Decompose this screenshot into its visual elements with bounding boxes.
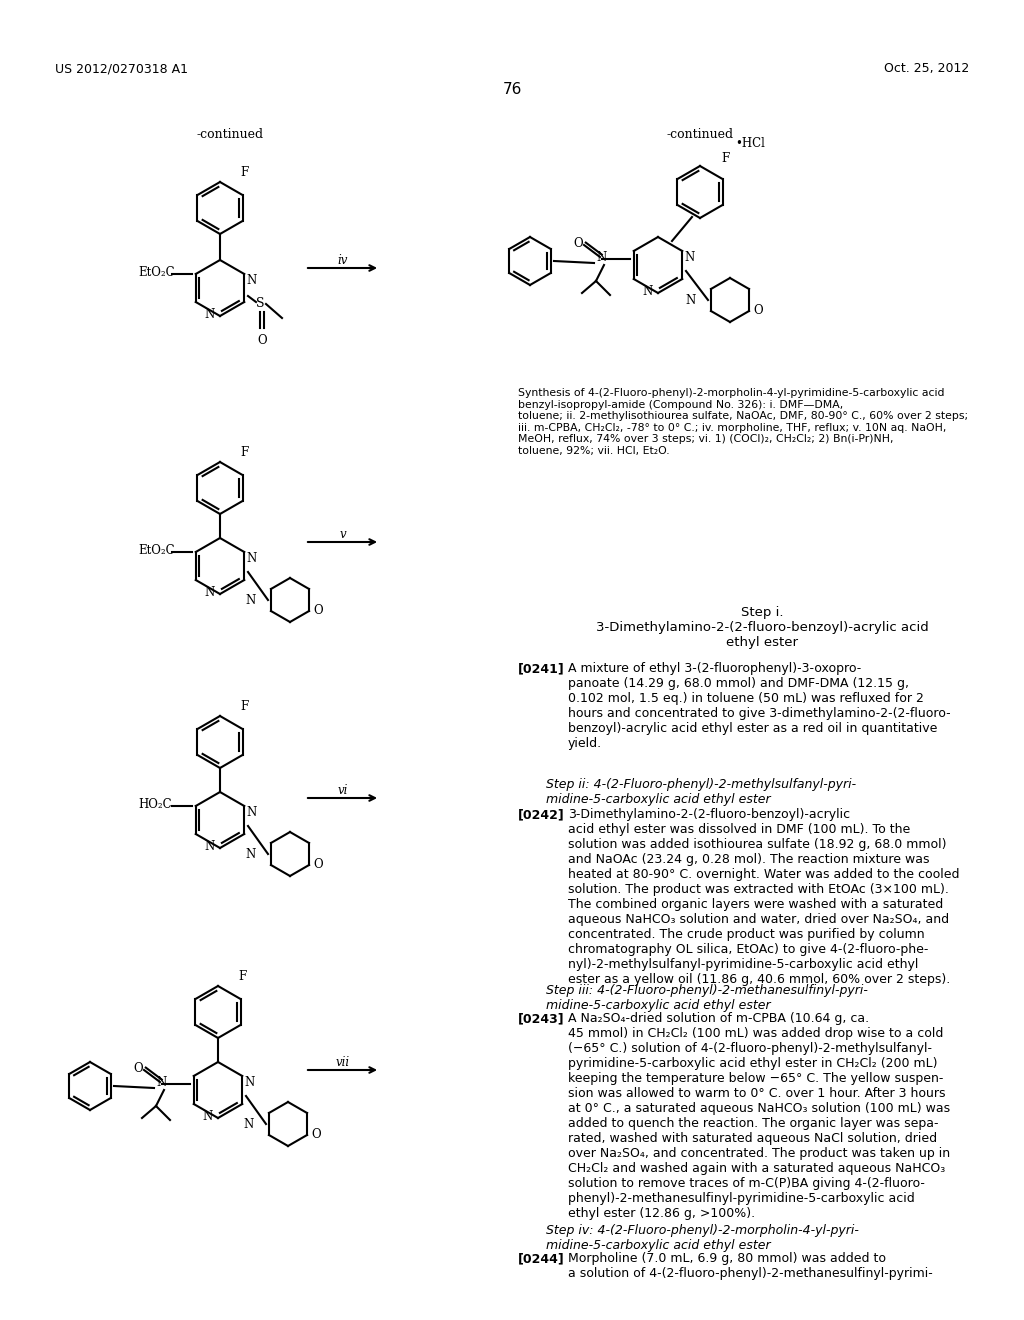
Text: Oct. 25, 2012: Oct. 25, 2012 [884,62,969,75]
Text: Synthesis of 4-(2-Fluoro-phenyl)-2-morpholin-4-yl-pyrimidine-5-carboxylic acid
b: Synthesis of 4-(2-Fluoro-phenyl)-2-morph… [518,388,968,455]
Text: N: N [643,285,653,298]
Text: N: N [157,1076,167,1089]
Text: 76: 76 [503,82,521,96]
Text: N: N [686,294,696,308]
Text: N: N [246,847,256,861]
Text: Step iii: 4-(2-Fluoro-phenyl)-2-methanesulfinyl-pyri-
midine-5-carboxylic acid e: Step iii: 4-(2-Fluoro-phenyl)-2-methanes… [546,983,868,1012]
Text: F: F [240,166,248,180]
Text: Morpholine (7.0 mL, 6.9 g, 80 mmol) was added to
a solution of 4-(2-fluoro-pheny: Morpholine (7.0 mL, 6.9 g, 80 mmol) was … [568,1251,933,1280]
Text: O: O [313,605,323,616]
Text: F: F [240,446,248,459]
Text: EtO₂C: EtO₂C [138,544,175,557]
Text: O: O [311,1129,321,1140]
Text: •HCl: •HCl [735,137,765,150]
Text: O: O [573,238,583,249]
Text: 3-Dimethylamino-2-(2-fluoro-benzoyl)-acrylic
acid ethyl ester was dissolved in D: 3-Dimethylamino-2-(2-fluoro-benzoyl)-acr… [568,808,959,986]
Text: O: O [133,1063,142,1074]
Text: S: S [256,297,264,310]
Text: O: O [313,858,323,871]
Text: N: N [246,807,256,818]
Text: N: N [244,1076,254,1089]
Text: F: F [721,152,729,165]
Text: Step i.
3-Dimethylamino-2-(2-fluoro-benzoyl)-acrylic acid
ethyl ester: Step i. 3-Dimethylamino-2-(2-fluoro-benz… [596,606,929,649]
Text: N: N [203,1110,213,1123]
Text: [0244]: [0244] [518,1251,565,1265]
Text: O: O [753,304,763,317]
Text: N: N [246,275,256,286]
Text: A Na₂SO₄-dried solution of m-CPBA (10.64 g, ca.
45 mmol) in CH₂Cl₂ (100 mL) was : A Na₂SO₄-dried solution of m-CPBA (10.64… [568,1012,950,1220]
Text: v: v [339,528,346,541]
Text: N: N [244,1118,254,1131]
Text: vii: vii [336,1056,349,1069]
Text: [0243]: [0243] [518,1012,564,1026]
Text: O: O [257,334,266,347]
Text: iv: iv [337,253,348,267]
Text: -continued: -continued [667,128,733,141]
Text: N: N [684,251,694,264]
Text: US 2012/0270318 A1: US 2012/0270318 A1 [55,62,188,75]
Text: A mixture of ethyl 3-(2-fluorophenyl)-3-oxopro-
panoate (14.29 g, 68.0 mmol) and: A mixture of ethyl 3-(2-fluorophenyl)-3-… [568,663,950,750]
Text: N: N [597,251,607,264]
Text: EtO₂C: EtO₂C [138,267,175,279]
Text: N: N [246,594,256,607]
Text: F: F [238,970,246,983]
Text: N: N [205,840,215,853]
Text: Step iv: 4-(2-Fluoro-phenyl)-2-morpholin-4-yl-pyri-
midine-5-carboxylic acid eth: Step iv: 4-(2-Fluoro-phenyl)-2-morpholin… [546,1224,859,1251]
Text: N: N [205,586,215,599]
Text: [0241]: [0241] [518,663,565,675]
Text: HO₂C: HO₂C [138,799,172,810]
Text: vi: vi [337,784,348,797]
Text: F: F [240,700,248,713]
Text: N: N [246,552,256,565]
Text: [0242]: [0242] [518,808,565,821]
Text: Step ii: 4-(2-Fluoro-phenyl)-2-methylsulfanyl-pyri-
midine-5-carboxylic acid eth: Step ii: 4-(2-Fluoro-phenyl)-2-methylsul… [546,777,856,807]
Text: -continued: -continued [197,128,263,141]
Text: N: N [205,308,215,321]
